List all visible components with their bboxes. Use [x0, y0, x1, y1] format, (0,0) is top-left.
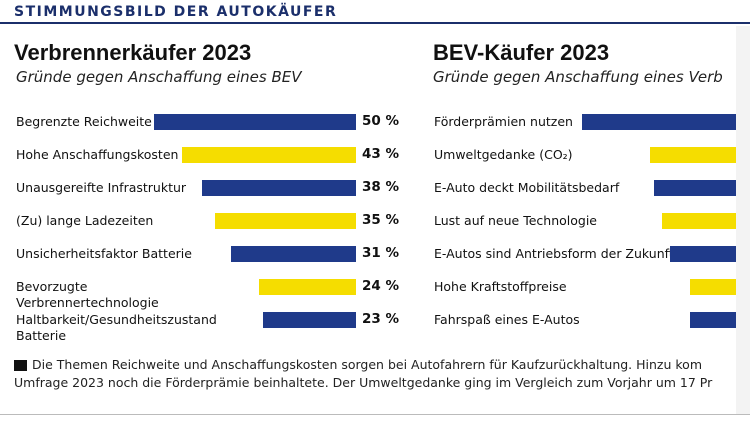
- bar-label: Hohe Kraftstoffpreise: [434, 279, 567, 294]
- bar-label: Umweltgedanke (CO₂): [434, 147, 573, 162]
- bar-value-label: 24 %: [362, 278, 400, 294]
- bar: [670, 246, 750, 262]
- bar-label: Bevorzugte Verbrennertechnologie: [16, 279, 159, 310]
- bar: [650, 147, 750, 163]
- bar: [690, 279, 750, 295]
- bar-value-label: 50 %: [362, 113, 400, 129]
- chart-subtitle-right: Gründe gegen Anschaffung eines Verb: [433, 68, 723, 86]
- bar: [214, 213, 356, 229]
- chart-title-right: BEV-Käufer 2023: [433, 40, 610, 65]
- bar: [582, 114, 750, 130]
- bar-value-label: 35 %: [362, 212, 400, 228]
- footnote: Die Themen Reichweite und Anschaffungsko…: [14, 356, 750, 392]
- bar: [259, 279, 356, 295]
- bar-label: (Zu) lange Ladezeiten: [16, 213, 154, 228]
- bar-label: Begrenzte Reichweite: [16, 114, 152, 129]
- bar-label: E-Autos sind Antriebsform der Zukunft: [434, 246, 674, 261]
- bar: [662, 213, 750, 229]
- bar-label: Unausgereifte Infrastruktur: [16, 180, 187, 195]
- bar: [182, 147, 356, 163]
- footnote-square-icon: [14, 360, 27, 371]
- bar: [654, 180, 750, 196]
- bar-label: Hohe Anschaffungskosten: [16, 147, 179, 162]
- bar-label: Unsicherheitsfaktor Batterie: [16, 246, 192, 261]
- chart-title-left: Verbrennerkäufer 2023: [14, 40, 252, 65]
- bar: [154, 114, 356, 130]
- bar-value-label: 38 %: [362, 179, 400, 195]
- bar-label: Haltbarkeit/Gesundheitszustand Batterie: [16, 312, 217, 343]
- chart-subtitle-left: Gründe gegen Anschaffung eines BEV: [16, 68, 302, 86]
- bar: [690, 312, 750, 328]
- bar-label: Förderprämien nutzen: [434, 114, 573, 129]
- bar-label: Fahrspaß eines E-Autos: [434, 312, 580, 327]
- bar: [230, 246, 356, 262]
- bar-value-label: 31 %: [362, 245, 400, 261]
- header-title: STIMMUNGSBILD DER AUTOKÄUFER: [14, 4, 338, 20]
- page-edge-shade: [736, 26, 750, 414]
- bar: [263, 312, 356, 328]
- bar-label: Lust auf neue Technologie: [434, 213, 597, 228]
- bar-label: E-Auto deckt Mobilitätsbedarf: [434, 180, 620, 195]
- bar: [202, 180, 356, 196]
- footnote-line-1: Die Themen Reichweite und Anschaffungsko…: [32, 357, 702, 372]
- footnote-line-2: Umfrage 2023 noch die Förderprämie beinh…: [14, 375, 713, 390]
- bar-value-label: 23 %: [362, 311, 400, 327]
- header-rule: [0, 22, 750, 24]
- bar-value-label: 43 %: [362, 146, 400, 162]
- bottom-rule: [0, 414, 750, 415]
